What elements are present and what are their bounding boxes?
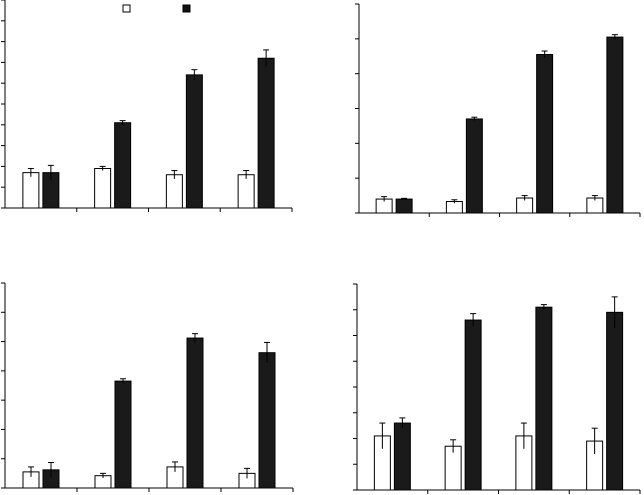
bar-series-2-cat-2 [114, 380, 132, 489]
bar-series-2-cat-3 [535, 306, 553, 491]
bar-series-2-cat-3 [185, 74, 203, 209]
bar-series-2-cat-4 [606, 36, 624, 214]
bar-series-1-cat-2 [444, 445, 462, 491]
bar-series-1-cat-3 [165, 174, 183, 209]
chart-legend [122, 4, 191, 13]
legend-swatch-series-1 [122, 4, 131, 13]
chart-panel-top-left [1, 0, 293, 212]
chart-panel-top-right [355, 3, 641, 217]
bar-series-2-cat-2 [464, 319, 482, 491]
chart-panel-bottom-right [353, 283, 641, 494]
bar-series-1-cat-1 [22, 172, 40, 209]
bar-series-1-cat-4 [237, 174, 255, 209]
bar-series-2-cat-3 [536, 54, 554, 214]
bar-series-2-cat-4 [606, 311, 624, 491]
bar-series-2-cat-1 [393, 422, 411, 491]
bar-series-2-cat-4 [258, 352, 276, 489]
bar-series-2-cat-4 [257, 57, 275, 209]
bar-series-2-cat-1 [395, 198, 413, 214]
bar-series-1-cat-2 [94, 167, 112, 209]
bar-series-2-cat-3 [186, 337, 204, 489]
bar-series-2-cat-2 [114, 122, 132, 209]
bar-series-2-cat-2 [465, 118, 483, 214]
legend-swatch-series-2 [182, 4, 191, 13]
chart-panel-bottom-left [1, 282, 294, 492]
